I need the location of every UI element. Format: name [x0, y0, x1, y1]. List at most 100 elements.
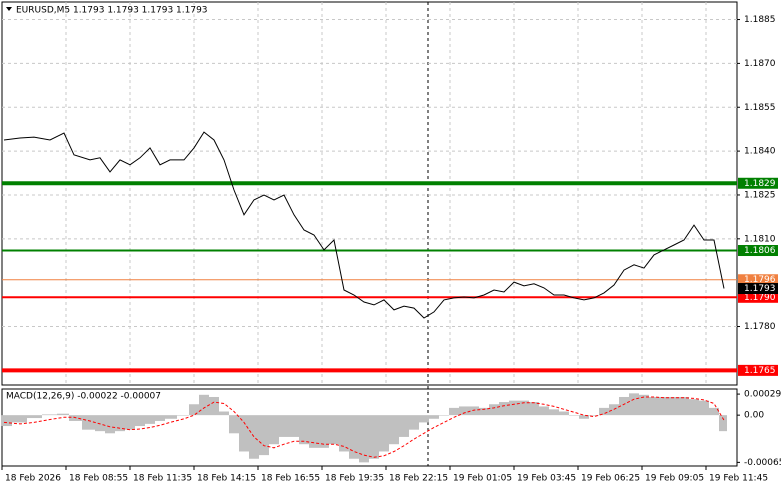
macd-title: MACD(12,26,9) -0.00022 -0.00007	[6, 392, 161, 402]
histogram-bar	[519, 400, 529, 416]
level-label: 1.1806	[744, 246, 776, 256]
y-tick-label: 0.00	[744, 411, 764, 421]
histogram-bar	[359, 415, 369, 463]
y-tick-label: 1.1855	[744, 103, 776, 113]
price-line	[3, 131, 725, 319]
x-tick-label: 19 Feb 11:45	[709, 474, 768, 484]
histogram-bar	[319, 415, 329, 448]
y-tick-label: 1.1870	[744, 59, 776, 69]
histogram-bar	[399, 415, 409, 437]
histogram-bar	[719, 415, 727, 432]
histogram-bar	[499, 402, 509, 416]
histogram-bar	[579, 415, 589, 419]
histogram-bar	[569, 415, 579, 416]
histogram-bar	[299, 415, 309, 445]
level-label: 1.1796	[744, 275, 776, 285]
histogram-bar	[379, 415, 389, 452]
histogram-bar	[409, 415, 419, 430]
histogram-bar	[177, 415, 189, 416]
histogram-bar	[165, 415, 177, 419]
histogram-bar	[689, 399, 699, 416]
histogram-bar	[699, 400, 709, 416]
histogram-bar	[105, 415, 115, 434]
histogram-bar	[349, 415, 359, 459]
histogram-bar	[199, 394, 209, 416]
histogram-bar	[155, 415, 165, 421]
level-label: 1.1790	[744, 293, 776, 303]
x-tick-label: 19 Feb 09:05	[645, 474, 704, 484]
y-tick-label: 1.1780	[744, 322, 776, 332]
histogram-bar	[599, 407, 609, 416]
histogram-bar	[125, 415, 135, 430]
main-panel-frame	[1, 1, 738, 386]
x-tick-label: 18 Feb 08:55	[69, 474, 128, 484]
histogram-bar	[709, 407, 719, 416]
histogram-bar	[219, 411, 229, 416]
x-tick-label: 18 Feb 2026	[5, 474, 61, 484]
histogram-bar	[649, 396, 659, 416]
histogram-bar	[309, 415, 319, 448]
histogram-bar	[145, 415, 155, 424]
y-tick-label: 1.1810	[744, 234, 776, 244]
histogram-bar	[339, 415, 349, 452]
histogram-bar	[115, 415, 125, 432]
menu-arrow	[6, 7, 12, 11]
histogram-bar	[57, 413, 69, 416]
level-label-box	[738, 177, 778, 189]
histogram-bar	[559, 411, 569, 416]
histogram-bar	[589, 415, 599, 416]
y-tick-label: 1.1840	[744, 147, 776, 157]
last-price-label: 1.1793	[744, 284, 776, 294]
y-tick-label: 0.00029	[744, 390, 781, 400]
histogram-bar	[419, 415, 429, 423]
main-title: EURUSD,M5 1.1793 1.1793 1.1793 1.1793	[16, 6, 208, 16]
histogram-bar	[249, 415, 259, 459]
histogram-bar	[469, 406, 479, 416]
x-tick-label: 18 Feb 16:55	[261, 474, 320, 484]
y-tick-label: 1.1825	[744, 190, 776, 200]
histogram-bar	[479, 407, 489, 416]
histogram-bar	[259, 415, 269, 456]
macd-panel-frame	[1, 388, 738, 467]
histogram-bar	[279, 415, 289, 437]
histogram-bar	[389, 415, 399, 445]
x-tick-label: 18 Feb 19:35	[325, 474, 384, 484]
x-tick-label: 18 Feb 14:15	[197, 474, 256, 484]
histogram-bar	[439, 415, 449, 416]
y-tick-label: 1.1885	[744, 15, 776, 25]
level-label-box	[738, 364, 778, 376]
histogram-bar	[82, 415, 95, 430]
histogram-bar	[679, 396, 689, 416]
histogram-bar	[659, 396, 669, 416]
histogram-bar	[239, 415, 249, 452]
level-label: 1.1765	[744, 366, 776, 376]
histogram-bar	[27, 415, 42, 419]
histogram-bar	[209, 396, 219, 416]
histogram-bar	[369, 415, 379, 459]
histogram-bar	[459, 406, 469, 416]
y-tick-label: -0.00065	[744, 458, 781, 468]
signal-line	[3, 396, 725, 458]
histogram-bar	[135, 415, 145, 427]
histogram-bar	[429, 415, 439, 419]
histogram-bar	[549, 409, 559, 416]
histogram-bar	[1, 415, 12, 427]
histogram-bar	[269, 415, 279, 445]
histogram-bar	[669, 396, 679, 416]
histogram-bar	[489, 404, 499, 416]
histogram-bar	[229, 415, 239, 434]
x-tick-label: 18 Feb 22:15	[389, 474, 448, 484]
histogram-bar	[449, 407, 459, 416]
histogram-bar	[639, 394, 649, 416]
histogram-bar	[12, 415, 27, 423]
histogram-bar	[42, 414, 57, 416]
histogram-bar	[189, 404, 199, 416]
x-tick-label: 19 Feb 03:45	[517, 474, 576, 484]
histogram-bar	[539, 406, 549, 416]
histogram-bar	[619, 396, 629, 416]
histogram-bar	[629, 393, 639, 416]
histogram-bar	[509, 400, 519, 416]
level-label-box	[738, 274, 778, 286]
histogram-bar	[95, 415, 105, 432]
